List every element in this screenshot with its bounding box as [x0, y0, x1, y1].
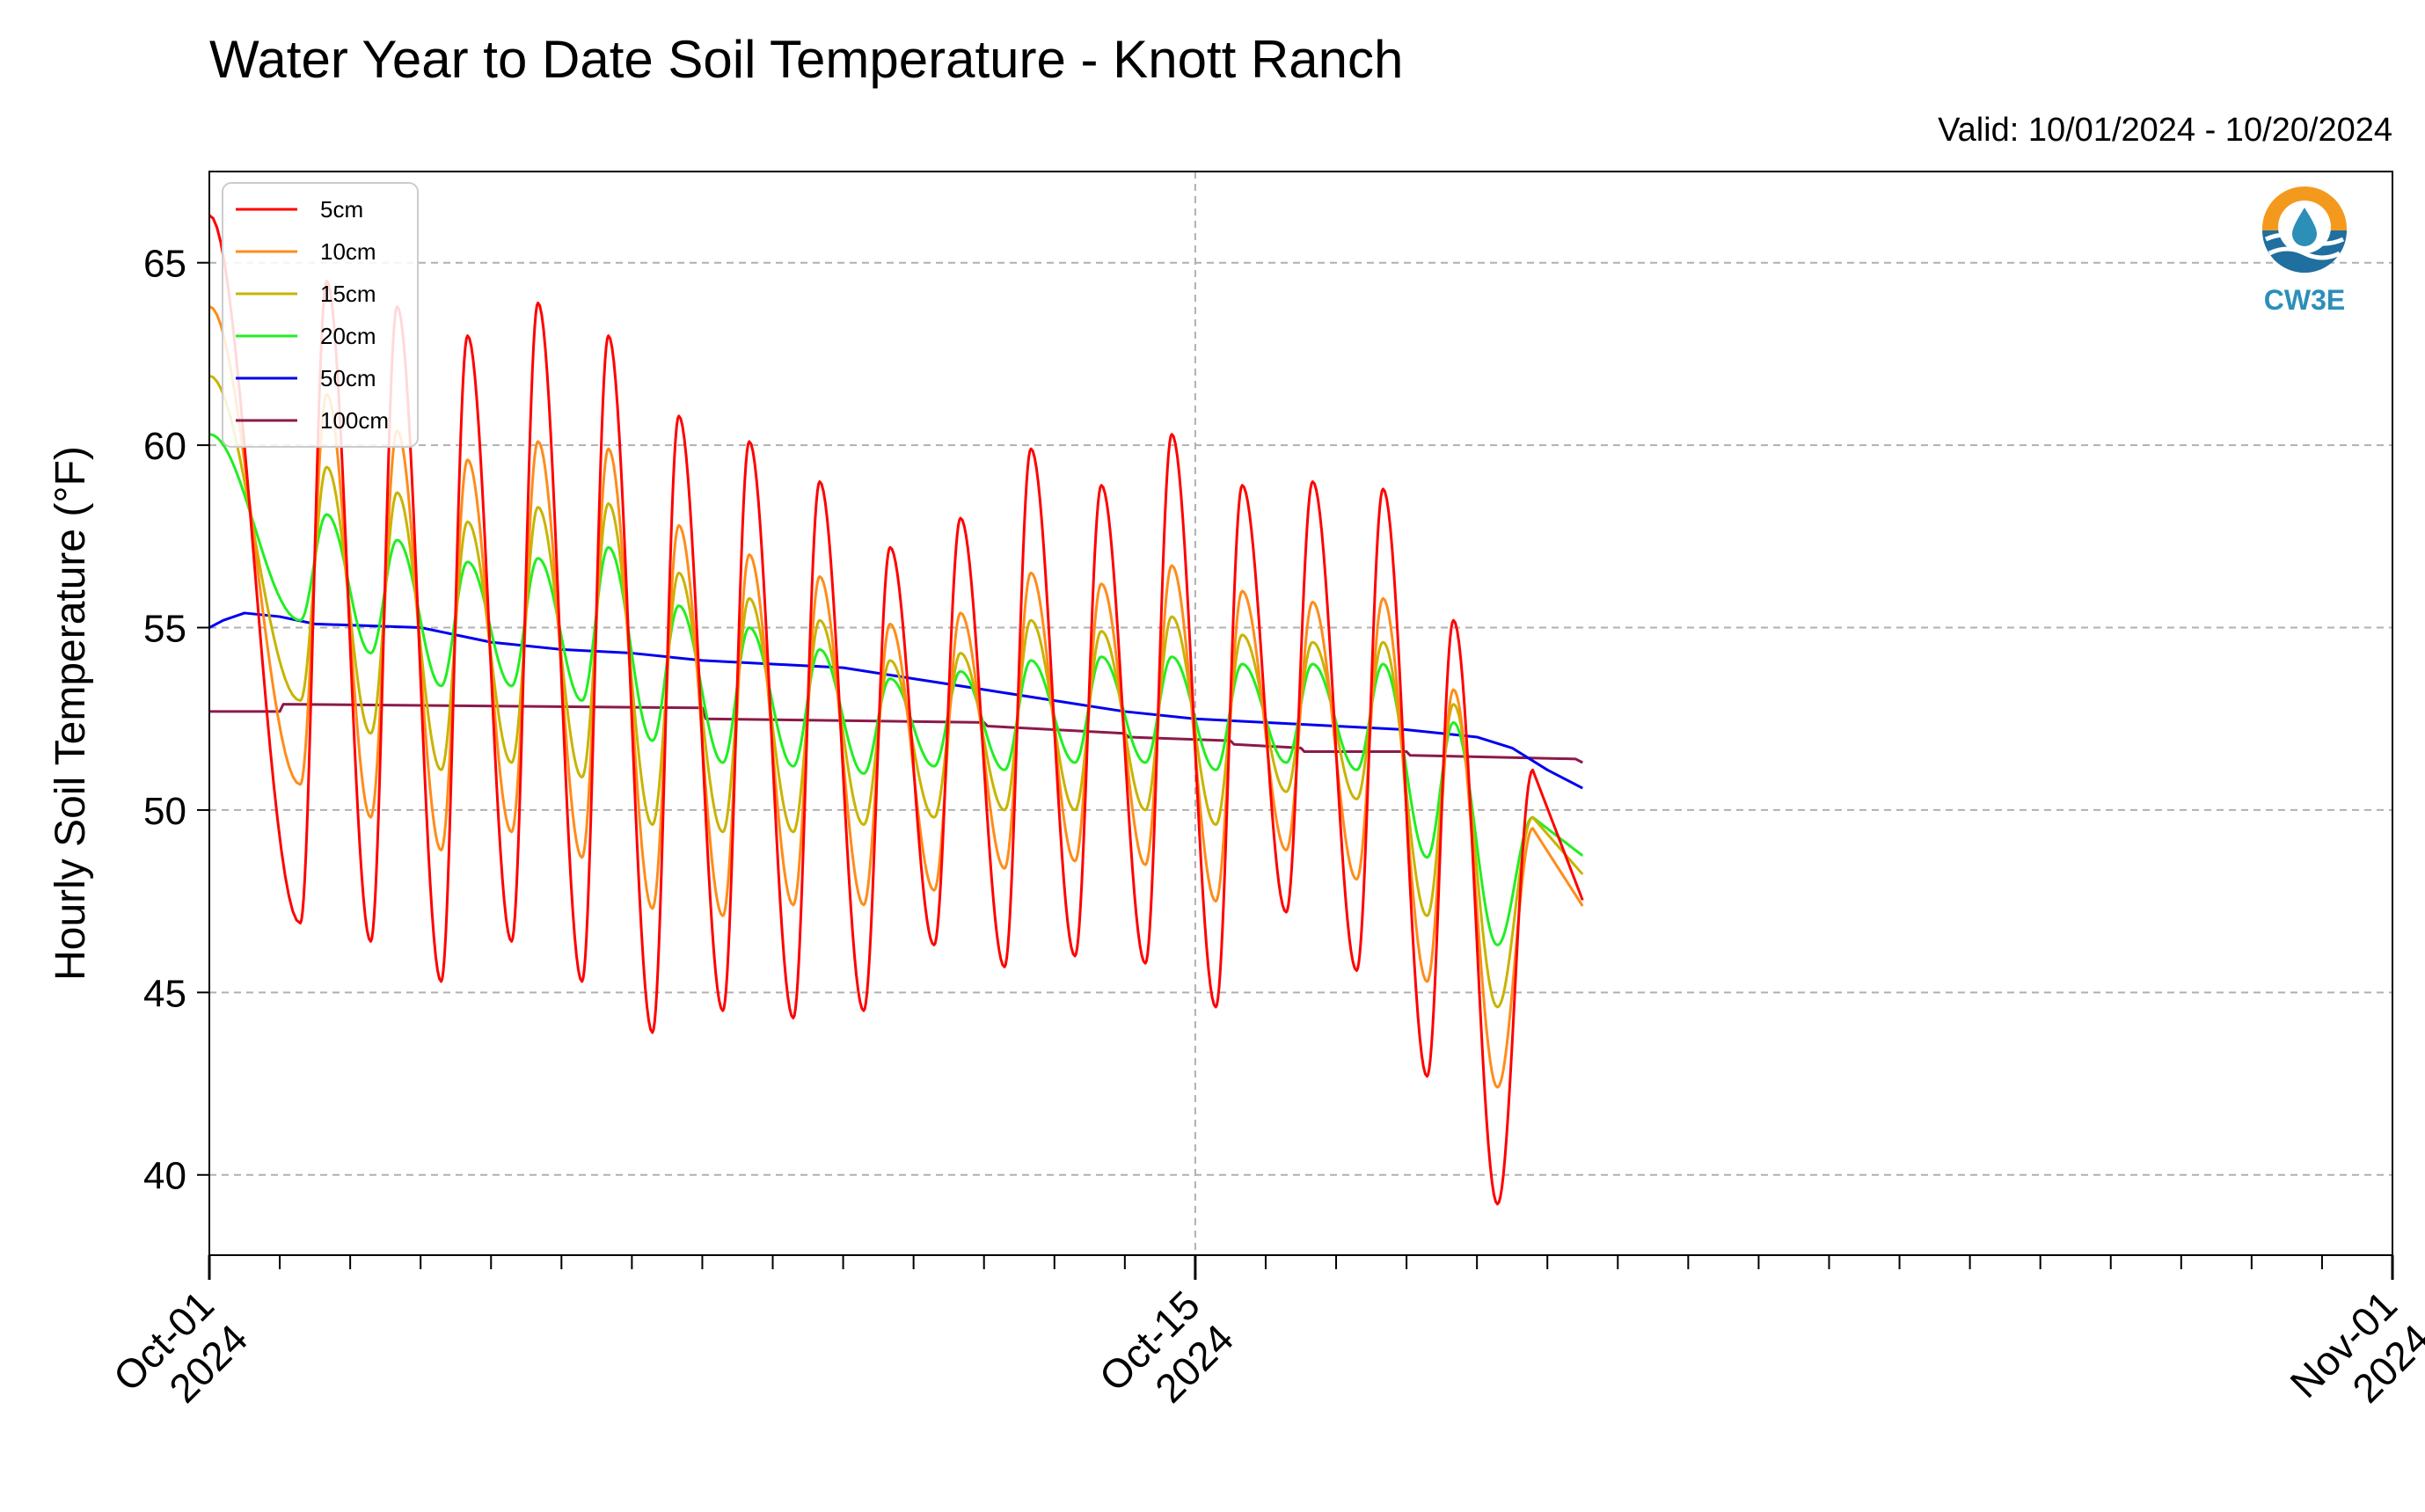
series-line-15cm: [208, 374, 1584, 1009]
logo-text: CW3E: [2264, 284, 2345, 316]
y-tick-label: 40: [143, 1155, 186, 1198]
legend-label: 5cm: [320, 196, 363, 223]
series-line-5cm: [208, 214, 1584, 1206]
legend-label: 100cm: [320, 407, 389, 434]
y-axis-label: Hourly Soil Temperature (°F): [47, 446, 94, 981]
y-tick-label: 60: [143, 425, 186, 468]
y-axis-ticks: 40 45 50 55 60 65: [143, 243, 209, 1198]
series-line-20cm: [208, 433, 1584, 946]
legend-label: 20cm: [320, 323, 376, 349]
plot-area-frame: [208, 171, 2393, 1256]
y-tick-label: 45: [143, 972, 186, 1015]
y-tick-label: 55: [143, 608, 186, 651]
legend-label: 50cm: [320, 365, 376, 391]
series-line-50cm: [208, 611, 1583, 790]
legend-label: 15cm: [320, 281, 376, 307]
y-tick-label: 50: [143, 790, 186, 833]
legend: 5cm 10cm 15cm 20cm 50cm 100cm: [222, 182, 419, 448]
logo-drop-icon: [2292, 208, 2317, 246]
legend-label: 10cm: [320, 238, 376, 265]
series-line-10cm: [208, 305, 1584, 1089]
chart-title: Water Year to Date Soil Temperature - Kn…: [209, 30, 1403, 89]
legend-box: [222, 182, 419, 448]
y-tick-label: 65: [143, 243, 186, 286]
cw3e-logo: CW3E: [2262, 186, 2347, 316]
valid-date-range: Valid: 10/01/2024 - 10/20/2024: [1938, 112, 2392, 149]
series-layer: [208, 214, 1584, 1206]
